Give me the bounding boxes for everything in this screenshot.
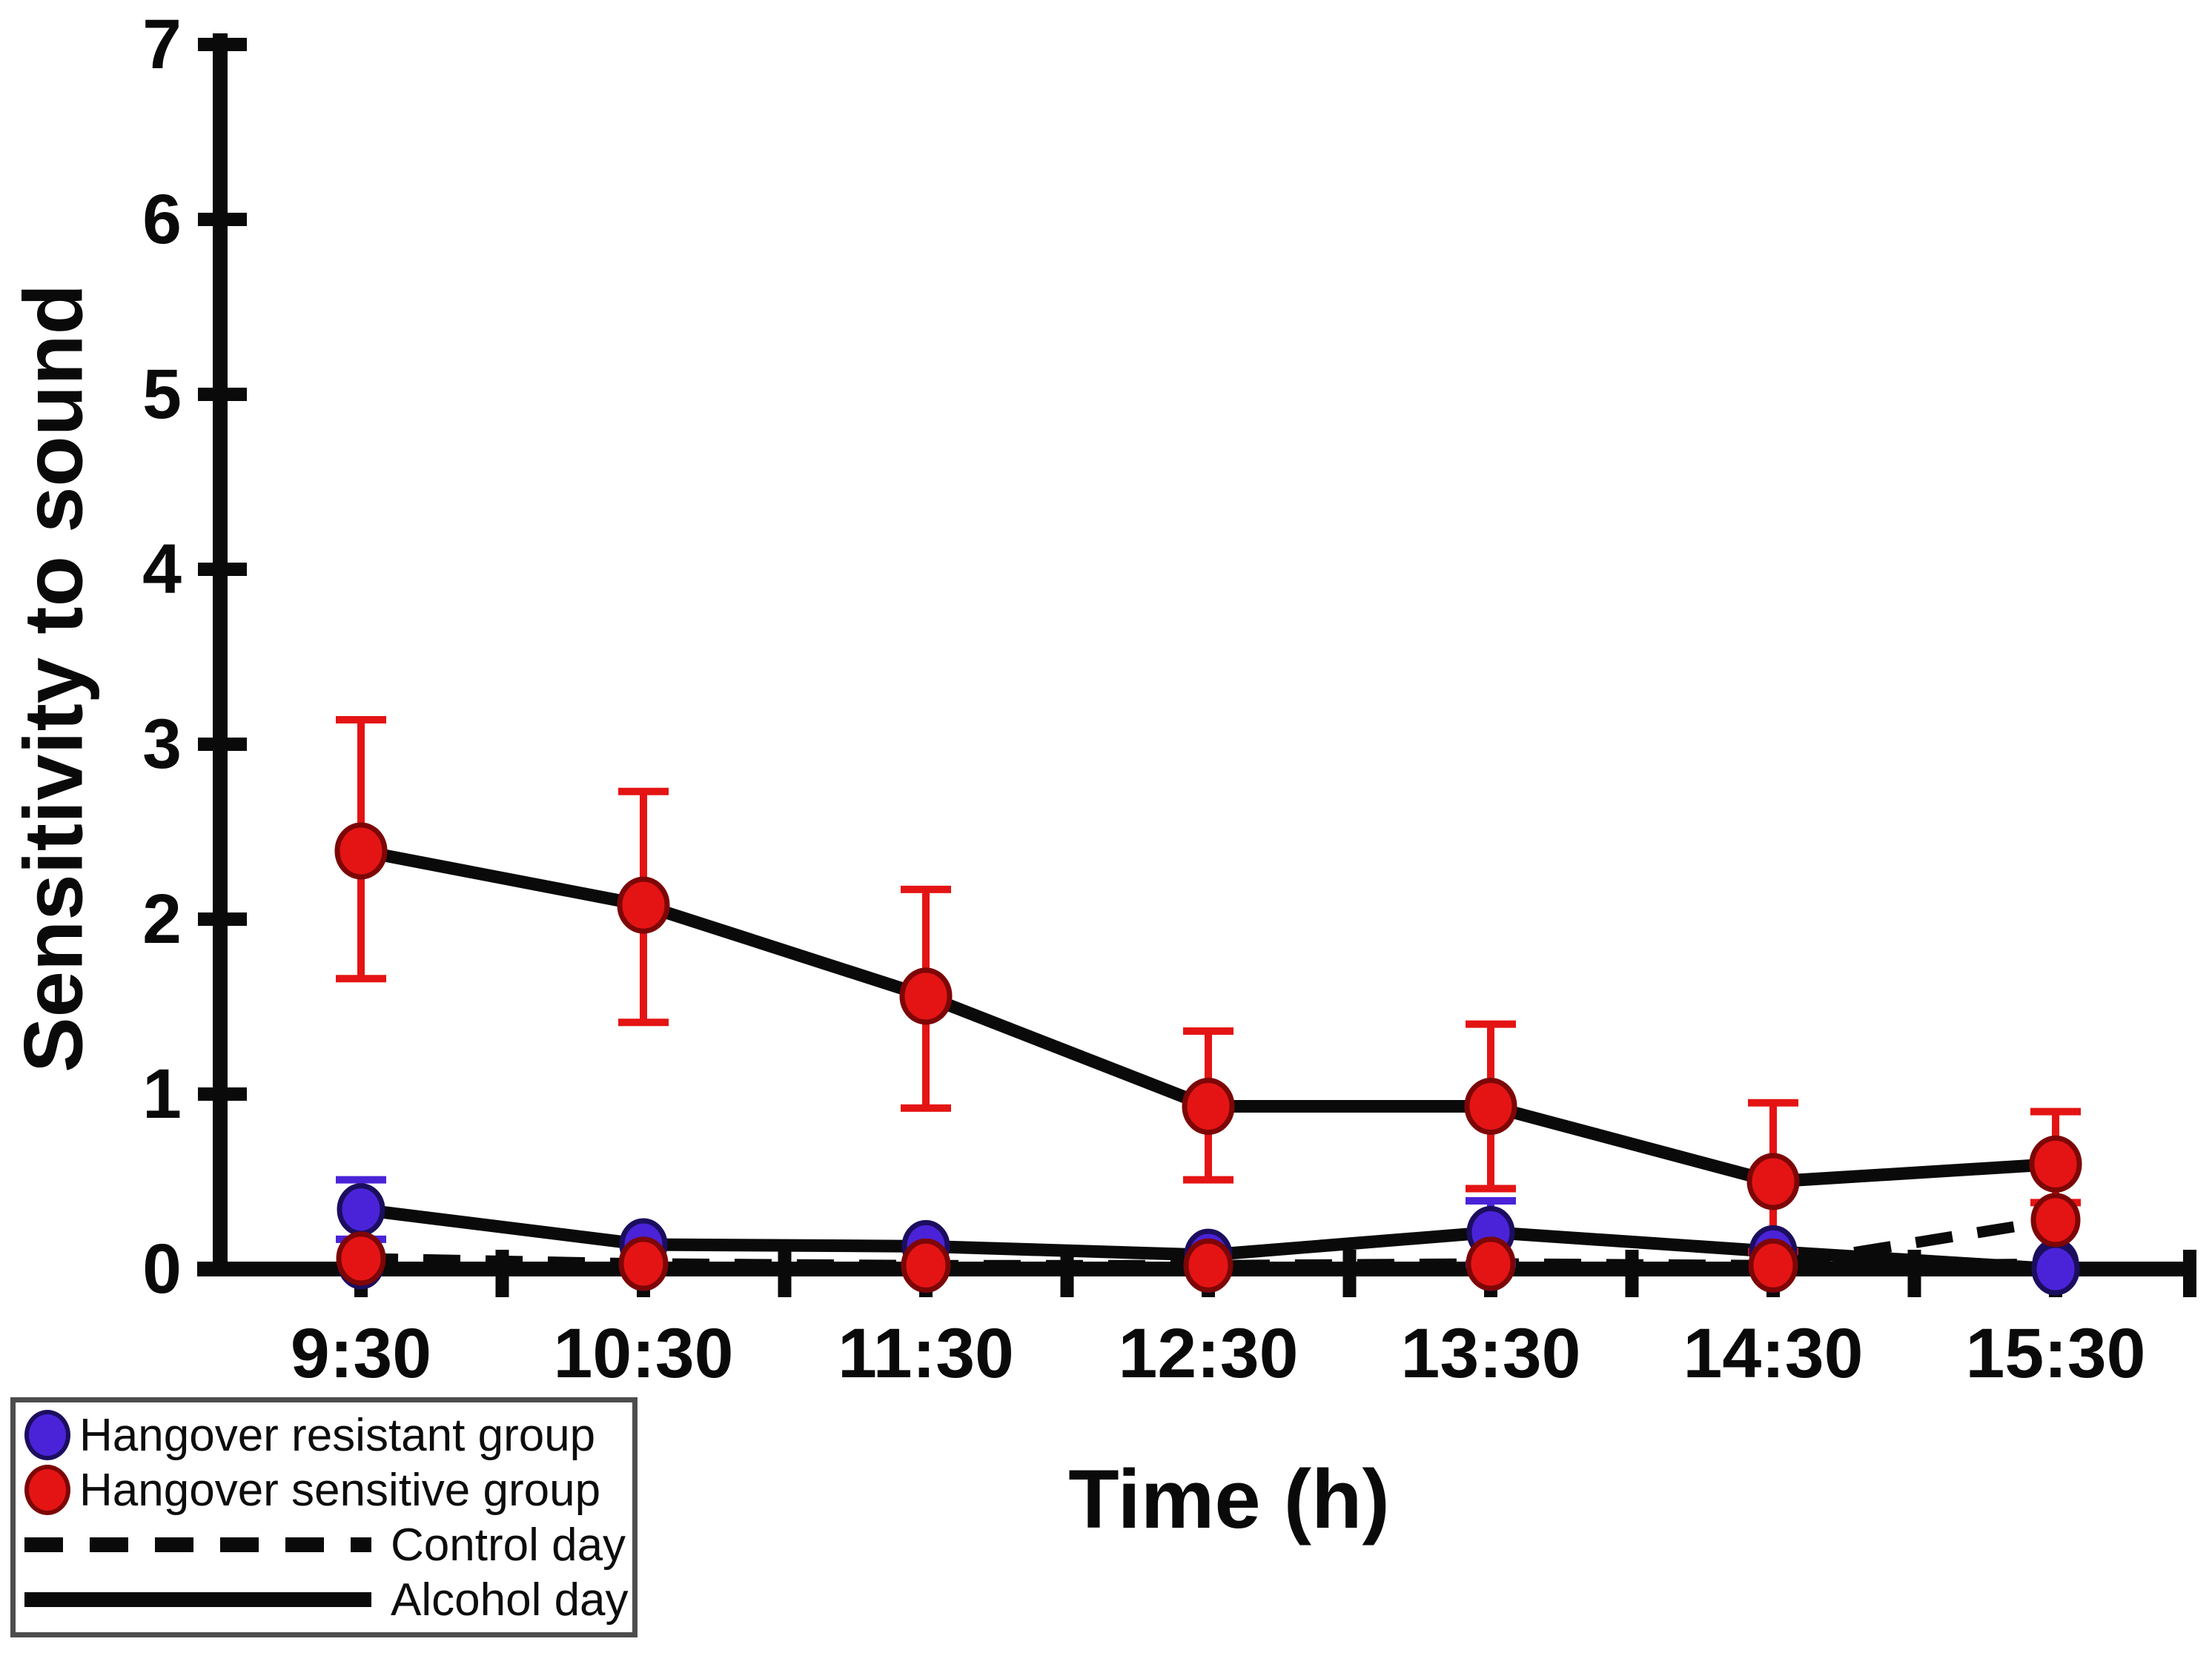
blue-dot-marker-icon bbox=[24, 1410, 70, 1460]
legend-label: Hangover resistant group bbox=[79, 1409, 596, 1461]
legend-item-control-day: Control day bbox=[24, 1518, 626, 1571]
solid-line-icon bbox=[24, 1592, 371, 1607]
y-tick-label: 5 bbox=[142, 355, 182, 434]
data-point-marker-sensitive_alcohol bbox=[334, 822, 388, 880]
y-tick-label: 3 bbox=[142, 705, 182, 784]
data-point-marker-resistant_alcohol bbox=[337, 1183, 385, 1236]
data-point-marker-sensitive_alcohol bbox=[1182, 1078, 1235, 1136]
x-tick-label: 14:30 bbox=[1683, 1314, 1864, 1393]
legend-label: Alcohol day bbox=[391, 1574, 629, 1626]
data-point-marker-sensitive_alcohol bbox=[1464, 1078, 1517, 1136]
x-tick-label: 9:30 bbox=[291, 1314, 431, 1393]
x-tick-label: 10:30 bbox=[554, 1314, 734, 1393]
dashed-line-icon bbox=[24, 1537, 371, 1552]
data-point-marker-sensitive_alcohol bbox=[2029, 1135, 2082, 1193]
data-point-marker-sensitive_control bbox=[2030, 1193, 2081, 1248]
y-tick-label: 1 bbox=[142, 1055, 182, 1133]
legend-item-alcohol-day: Alcohol day bbox=[24, 1573, 629, 1626]
legend-label: Hangover sensitive group bbox=[79, 1464, 601, 1516]
data-point-marker-sensitive_control bbox=[901, 1238, 951, 1293]
x-axis-title: Time (h) bbox=[1068, 1453, 1390, 1546]
legend-label: Control day bbox=[391, 1519, 626, 1571]
red-dot-marker-icon bbox=[24, 1465, 70, 1515]
y-tick-label: 0 bbox=[142, 1230, 182, 1308]
data-point-marker-sensitive_control bbox=[336, 1231, 386, 1286]
data-point-marker-sensitive_control bbox=[1183, 1238, 1234, 1293]
y-tick-label: 6 bbox=[142, 180, 182, 259]
x-tick-label: 13:30 bbox=[1401, 1314, 1581, 1393]
x-tick-label: 12:30 bbox=[1119, 1314, 1299, 1393]
data-point-marker-sensitive_control bbox=[1748, 1238, 1798, 1293]
y-axis-title: Sensitivity to sound bbox=[7, 283, 100, 1073]
data-point-marker-sensitive_control bbox=[618, 1236, 669, 1291]
data-point-marker-sensitive_alcohol bbox=[1746, 1153, 1800, 1210]
data-point-marker-sensitive_alcohol bbox=[617, 876, 670, 934]
data-point-marker-sensitive_alcohol bbox=[899, 967, 953, 1025]
y-tick-label: 4 bbox=[142, 530, 182, 609]
data-point-marker-resistant_alcohol bbox=[2031, 1242, 2080, 1296]
y-tick-label: 2 bbox=[142, 880, 182, 958]
legend-item-sensitive-group: Hangover sensitive group bbox=[24, 1463, 626, 1517]
data-point-marker-sensitive_control bbox=[1466, 1236, 1516, 1291]
y-tick-label: 7 bbox=[142, 5, 182, 84]
legend: Hangover resistant group Hangover sensit… bbox=[10, 1397, 638, 1637]
x-tick-label: 15:30 bbox=[1966, 1314, 2146, 1393]
x-tick-label: 11:30 bbox=[838, 1314, 1014, 1393]
legend-item-resistant-group: Hangover resistant group bbox=[24, 1408, 626, 1462]
